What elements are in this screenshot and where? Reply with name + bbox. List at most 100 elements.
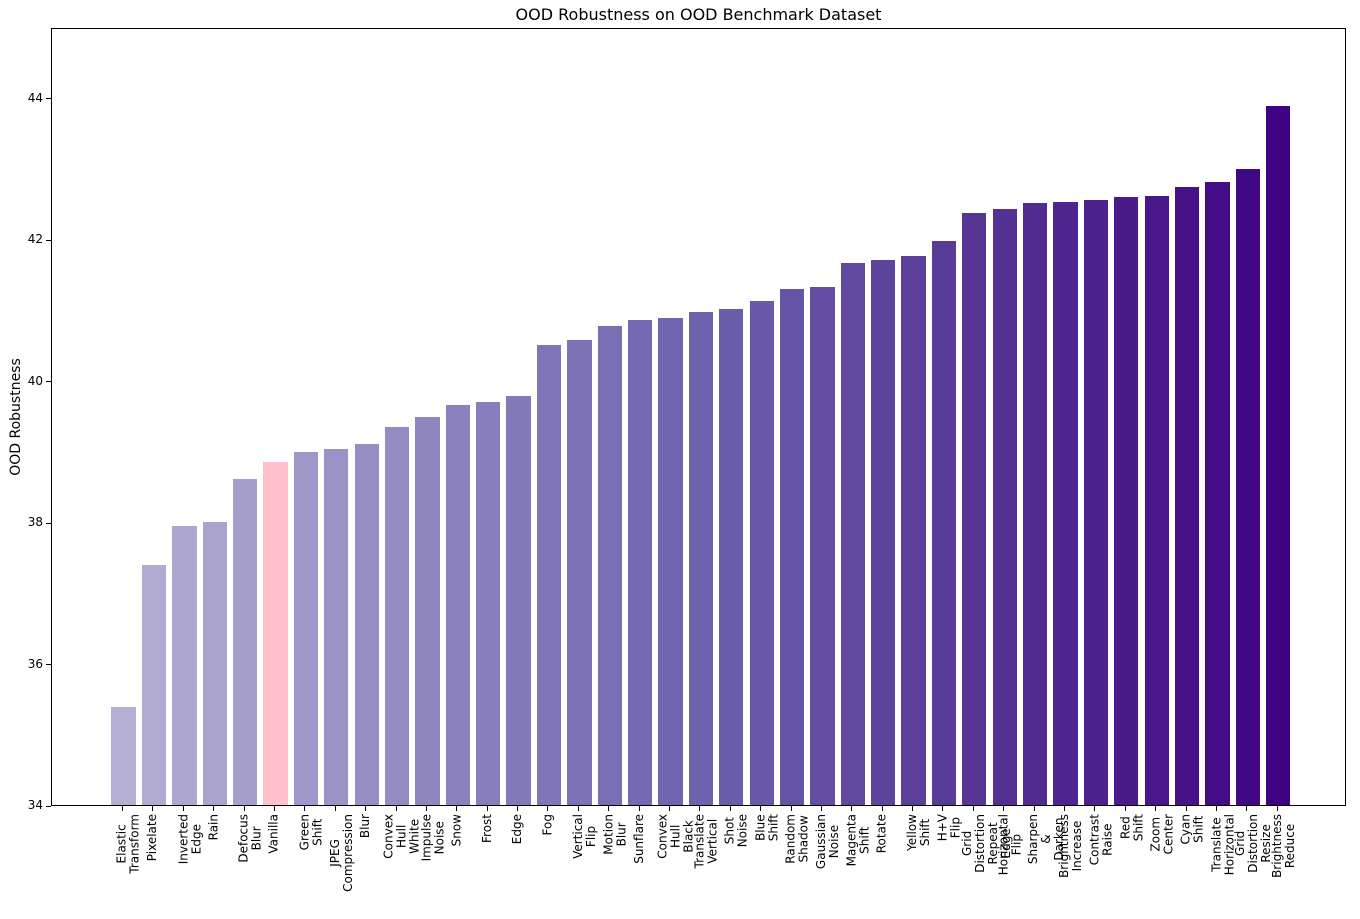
- x-tick-mark: [1064, 806, 1065, 811]
- bar: [506, 396, 531, 805]
- x-tick-label: Impulse Noise: [418, 814, 446, 862]
- x-tick-mark: [182, 806, 184, 811]
- x-tick-label: Contrast Raise: [1087, 814, 1115, 866]
- x-tick-mark: [638, 806, 640, 811]
- bar: [597, 326, 622, 805]
- y-tick-mark: [46, 664, 51, 666]
- bar: [810, 287, 835, 805]
- bar: [779, 288, 805, 805]
- x-tick-label: Brightness Reduce: [1269, 814, 1297, 878]
- x-tick-mark: [1185, 806, 1187, 811]
- x-tick-mark: [274, 806, 276, 811]
- x-tick-label: Yellow Shift: [905, 814, 933, 851]
- y-tick-label: 40: [27, 373, 43, 388]
- x-tick-mark: [699, 806, 701, 811]
- x-tick-label: Magenta Shift: [844, 814, 872, 867]
- x-tick-label: Inverted Edge: [175, 814, 203, 865]
- bar: [1235, 169, 1260, 805]
- bar: [354, 444, 379, 805]
- x-tick-mark: [304, 806, 306, 811]
- x-tick-mark: [1033, 806, 1035, 811]
- x-tick-mark: [425, 806, 427, 811]
- x-tick-label: Frost: [479, 814, 494, 843]
- x-tick-label: Sunflare: [631, 814, 646, 864]
- bar: [324, 448, 349, 805]
- bar: [232, 478, 258, 805]
- x-tick-label: Vertical Flip: [570, 814, 598, 859]
- x-tick-mark: [456, 806, 458, 811]
- x-tick-mark: [122, 806, 124, 811]
- x-tick-mark: [972, 806, 974, 811]
- y-tick-label: 38: [27, 515, 43, 530]
- x-tick-mark: [577, 806, 579, 811]
- bar: [871, 260, 896, 805]
- x-tick-label: Elastic Transform: [115, 813, 143, 874]
- bar: [658, 318, 683, 805]
- x-tick-mark: [912, 806, 914, 811]
- x-tick-mark: [517, 806, 519, 811]
- x-tick-label: Grid Distortion Resize: [1232, 814, 1273, 873]
- x-tick-mark: [486, 806, 488, 811]
- bar: [688, 312, 714, 805]
- x-tick-label: Translate Vertical: [692, 814, 720, 869]
- plot-area: [51, 28, 1346, 806]
- bar: [627, 319, 653, 805]
- bar: [293, 452, 319, 805]
- x-tick-mark: [942, 806, 944, 811]
- x-tick-mark: [365, 806, 367, 811]
- x-tick-mark: [608, 806, 610, 811]
- bar-highlighted: [263, 461, 288, 805]
- x-tick-label: Shot Noise: [722, 813, 750, 848]
- x-tick-label: Rotate: [874, 814, 889, 854]
- bar: [1083, 199, 1109, 805]
- x-tick-mark: [820, 806, 822, 811]
- x-tick-label: Motion Blur: [601, 814, 629, 855]
- y-tick-label: 44: [27, 90, 43, 105]
- x-tick-mark: [334, 806, 336, 811]
- x-tick-label: Pixelate: [145, 814, 160, 862]
- x-tick-mark: [760, 806, 762, 811]
- x-tick-mark: [790, 806, 792, 811]
- bar: [445, 404, 470, 805]
- x-tick-mark: [547, 806, 549, 811]
- bar: [749, 300, 774, 805]
- x-tick-label: Snow: [449, 814, 464, 847]
- chart-title: OOD Robustness on OOD Benchmark Dataset: [515, 5, 882, 24]
- x-tick-label: Horizontal Flip: [996, 814, 1024, 876]
- bar: [141, 564, 167, 805]
- x-tick-label: Blue Shift: [753, 814, 781, 842]
- bar: [901, 256, 926, 805]
- bar: [840, 263, 865, 805]
- x-tick-mark: [1003, 806, 1005, 811]
- x-tick-mark: [152, 806, 154, 811]
- bar: [719, 309, 744, 805]
- bar: [962, 213, 987, 805]
- x-tick-label: Brightness Increase: [1057, 814, 1084, 878]
- bar: [536, 345, 562, 805]
- y-tick-mark: [46, 805, 51, 807]
- x-tick-label: JPEG Compression: [327, 813, 355, 892]
- x-tick-label: Gaussian Noise: [813, 814, 841, 870]
- x-tick-mark: [1155, 806, 1157, 811]
- x-tick-label: Zoom Center: [1148, 813, 1176, 855]
- x-tick-mark: [1124, 806, 1126, 811]
- x-tick-mark: [1276, 806, 1278, 811]
- y-tick-mark: [46, 98, 51, 100]
- x-tick-label: H+V Flip: [935, 814, 963, 842]
- bar: [931, 240, 957, 805]
- x-tick-mark: [213, 806, 215, 811]
- y-tick-mark: [46, 239, 51, 241]
- bar: [202, 522, 227, 805]
- bar: [992, 209, 1017, 805]
- bar: [415, 416, 440, 805]
- bar: [1144, 196, 1169, 805]
- x-tick-label: Cyan Shift: [1178, 814, 1206, 845]
- x-tick-label: Convex Hull White: [382, 814, 423, 859]
- bar: [172, 526, 197, 805]
- x-tick-label: Blur: [358, 814, 373, 839]
- x-tick-label: Random Shadow: [783, 814, 811, 864]
- bar: [1205, 181, 1230, 805]
- y-tick-label: 36: [27, 656, 43, 671]
- x-tick-mark: [881, 806, 883, 811]
- bar: [384, 426, 410, 805]
